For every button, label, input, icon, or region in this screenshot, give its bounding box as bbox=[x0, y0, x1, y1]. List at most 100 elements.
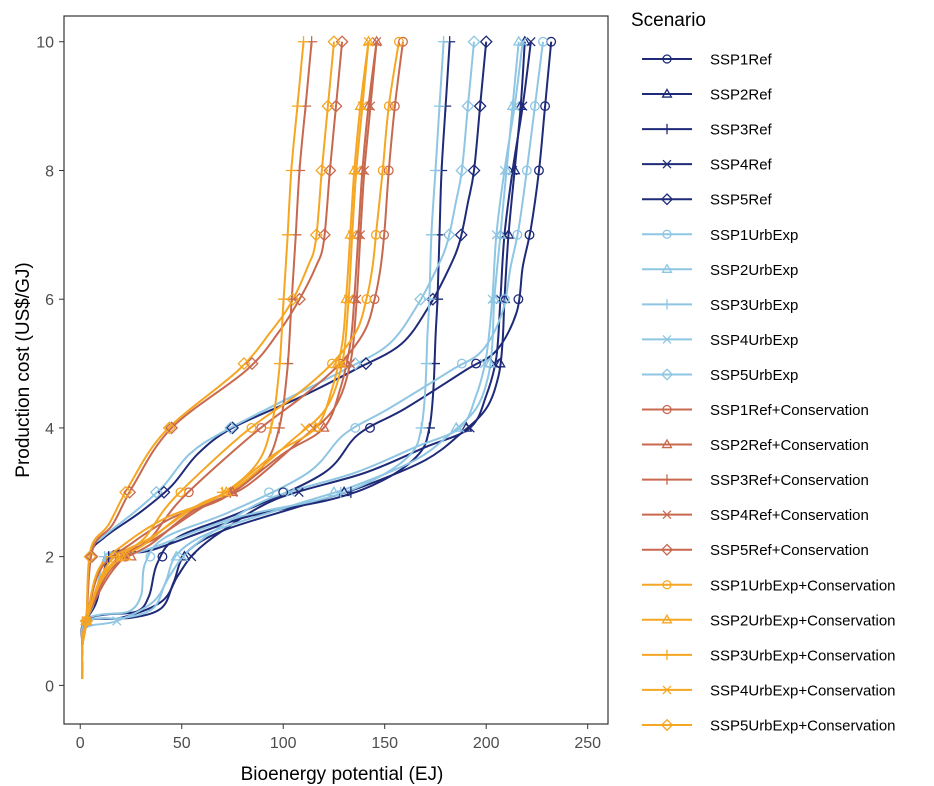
marker-plus bbox=[661, 299, 673, 310]
marker-plus bbox=[297, 36, 310, 48]
series-markers-ssp5urbexp-plus-conservation bbox=[79, 35, 341, 628]
y-tick-label: 4 bbox=[45, 421, 54, 438]
marker-diamond bbox=[442, 228, 456, 242]
legend-label: SSP2UrbExp+Conservation bbox=[710, 612, 896, 629]
marker-x bbox=[526, 36, 536, 47]
marker-triangle bbox=[484, 357, 496, 368]
marker-plus bbox=[282, 229, 294, 241]
marker-plus bbox=[661, 649, 673, 661]
marker-diamond bbox=[660, 193, 674, 206]
legend-label: SSP4UrbExp bbox=[710, 332, 798, 349]
marker-circle bbox=[383, 165, 394, 176]
marker-circle bbox=[157, 551, 168, 562]
y-tick-label: 2 bbox=[45, 550, 54, 567]
marker-plus bbox=[661, 474, 673, 485]
marker-diamond bbox=[119, 485, 133, 499]
y-tick-label: 10 bbox=[36, 35, 54, 52]
legend-item-ssp5ref-plus-conservation: SSP5Ref+Conservation bbox=[642, 542, 869, 559]
legend-item-ssp1urbexp: SSP1UrbExp bbox=[642, 227, 798, 244]
marker-diamond bbox=[309, 228, 323, 242]
marker-diamond bbox=[79, 614, 93, 628]
legend: Scenario SSP1Ref SSP2Ref SSP3Ref SSP4Ref SSP… bbox=[631, 10, 896, 734]
legend-item-ssp3urbexp: SSP3UrbExp bbox=[642, 297, 798, 314]
marker-diamond bbox=[327, 35, 341, 49]
marker-circle bbox=[398, 36, 408, 47]
marker-x bbox=[355, 230, 366, 240]
legend-label: SSP3Ref+Conservation bbox=[710, 472, 869, 489]
series-markers-ssp2urbexp-plus-conservation bbox=[80, 35, 375, 625]
legend-item-ssp4urbexp: SSP4UrbExp bbox=[642, 332, 798, 349]
legend-label: SSP2Ref+Conservation bbox=[710, 437, 869, 454]
marker-plus bbox=[661, 123, 673, 135]
series-markers-ssp2urbexp bbox=[80, 35, 525, 625]
legend-item-ssp2urbexp-plus-conservation: SSP2UrbExp+Conservation bbox=[642, 612, 896, 629]
marker-x bbox=[517, 36, 528, 47]
marker-diamond bbox=[473, 99, 487, 113]
legend-label: SSP3UrbExp+Conservation bbox=[710, 647, 896, 664]
series-line-ssp3urbexp bbox=[80, 41, 445, 679]
marker-circle bbox=[662, 404, 672, 415]
marker-diamond bbox=[467, 163, 481, 177]
x-tick-label: 0 bbox=[76, 735, 85, 752]
legend-item-ssp3ref: SSP3Ref bbox=[642, 122, 773, 139]
marker-circle bbox=[529, 101, 540, 112]
marker-diamond bbox=[123, 485, 137, 499]
marker-x bbox=[487, 294, 498, 304]
marker-x bbox=[662, 159, 672, 169]
legend-item-ssp1ref: SSP1Ref bbox=[642, 52, 773, 69]
marker-triangle bbox=[494, 357, 506, 368]
legend-label: SSP3Ref bbox=[710, 122, 773, 139]
series-line-ssp2urbexp bbox=[80, 41, 520, 679]
marker-plus bbox=[415, 422, 427, 434]
marker-circle bbox=[370, 229, 381, 240]
marker-plus bbox=[106, 551, 118, 563]
marker-x bbox=[351, 294, 362, 304]
marker-diamond bbox=[414, 292, 428, 306]
series-markers-ssp4urbexp bbox=[112, 36, 528, 626]
marker-circle bbox=[246, 422, 257, 433]
marker-plus bbox=[216, 486, 228, 498]
legend-label: SSP1UrbExp bbox=[710, 227, 798, 244]
series-markers-ssp2ref bbox=[80, 35, 531, 625]
legend-item-ssp2ref-plus-conservation: SSP2Ref+Conservation bbox=[642, 437, 869, 454]
marker-triangle bbox=[362, 35, 375, 46]
legend-label: SSP5UrbExp bbox=[710, 367, 798, 384]
legend-item-ssp3urbexp-plus-conservation: SSP3UrbExp+Conservation bbox=[642, 647, 896, 664]
marker-diamond bbox=[286, 292, 300, 306]
series-line-ssp5urbexp-plus-conservation bbox=[80, 41, 335, 679]
series-markers-ssp4urbexp-plus-conservation bbox=[81, 36, 374, 626]
marker-circle bbox=[521, 165, 532, 176]
series-line-ssp5urbexp bbox=[80, 41, 475, 679]
legend-item-ssp5urbexp: SSP5UrbExp bbox=[642, 367, 798, 384]
legend-item-ssp5urbexp-plus-conservation: SSP5UrbExp+Conservation bbox=[642, 717, 896, 734]
marker-diamond bbox=[467, 35, 481, 49]
y-axis-title: Production cost (US$/GJ) bbox=[13, 262, 34, 477]
legend-item-ssp4ref-plus-conservation: SSP4Ref+Conservation bbox=[642, 507, 869, 524]
marker-circle bbox=[662, 580, 672, 590]
series-line-ssp3ref-plus-conservation bbox=[80, 41, 313, 679]
marker-circle bbox=[540, 101, 551, 112]
y-tick-label: 8 bbox=[45, 163, 54, 180]
marker-x bbox=[347, 230, 357, 240]
series-line-ssp4urbexp-plus-conservation bbox=[80, 41, 370, 679]
legend-label: SSP5UrbExp+Conservation bbox=[710, 717, 896, 734]
legend-label: SSP1Ref+Conservation bbox=[710, 402, 869, 419]
legend-item-ssp2urbexp: SSP2UrbExp bbox=[642, 262, 798, 279]
x-tick-label: 150 bbox=[371, 735, 398, 752]
marker-triangle bbox=[170, 550, 183, 561]
marker-x bbox=[357, 101, 368, 111]
marker-x bbox=[509, 101, 520, 111]
legend-label: SSP4Ref+Conservation bbox=[710, 507, 869, 524]
legend-label: SSP4UrbExp+Conservation bbox=[710, 682, 896, 699]
marker-circle bbox=[456, 358, 467, 369]
x-axis-title: Bioenergy potential (EJ) bbox=[241, 764, 444, 785]
legend-item-ssp2ref: SSP2Ref bbox=[642, 87, 773, 104]
series-line-ssp3ref bbox=[80, 41, 451, 679]
marker-plus bbox=[285, 164, 297, 177]
series-line-ssp1ref-plus-conservation bbox=[80, 41, 404, 679]
marker-diamond bbox=[455, 163, 469, 177]
marker-circle bbox=[264, 487, 274, 498]
marker-diamond bbox=[85, 550, 99, 564]
marker-x bbox=[662, 510, 672, 520]
marker-x bbox=[365, 101, 376, 111]
